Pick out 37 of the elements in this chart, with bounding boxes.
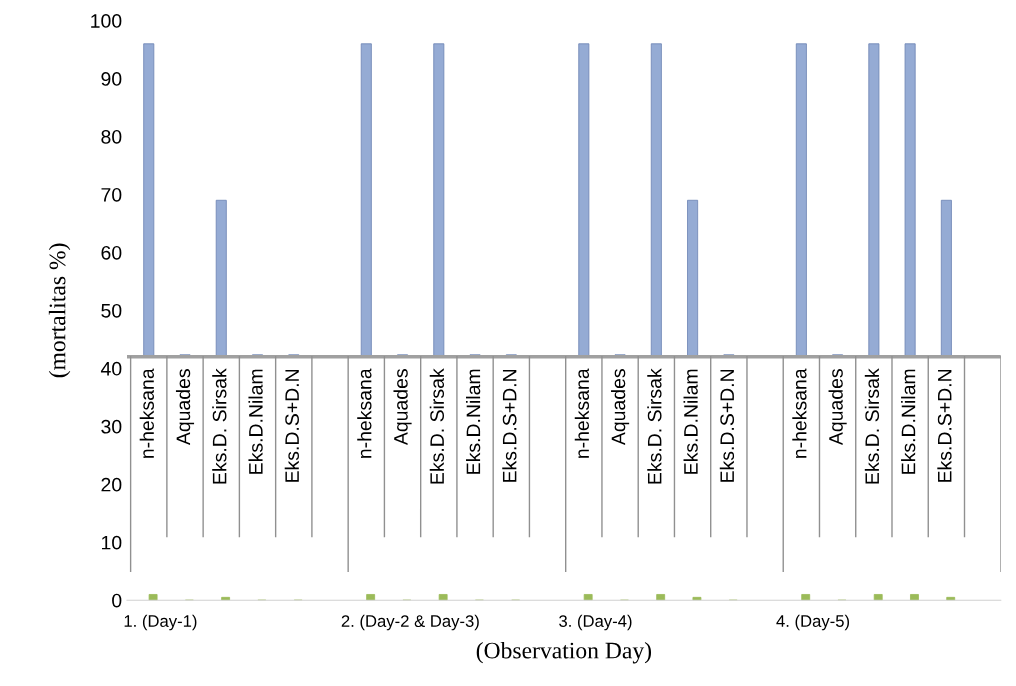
x-tick-label: Eks.D.S+D.N xyxy=(719,369,735,482)
y-tick-label: 90 xyxy=(101,72,122,86)
x-tick-label: Aquades xyxy=(611,369,630,446)
text: 3. (Day-4) xyxy=(559,614,632,631)
y-tick-label: 20 xyxy=(101,477,122,492)
x-tick-label: n-heksana xyxy=(792,368,807,458)
x-tick-label: n-heksana xyxy=(357,368,372,458)
y-tick-label: 30 xyxy=(101,419,122,434)
x-tick-label: n-heksana xyxy=(139,368,154,458)
x-tick-label: Eks.D.Nilam xyxy=(465,369,481,474)
x-axis-title: (Observation Day) xyxy=(476,641,652,664)
x-tick-label: Eks.D. Sirsak xyxy=(429,368,445,484)
y-axis-title: (mortalitas %) xyxy=(48,243,71,378)
x-tick-label: Eks.D.S+D.N xyxy=(502,369,517,482)
y-tick-label: 80 xyxy=(101,129,122,144)
y-tick-label: 40 xyxy=(100,361,122,376)
x-tick-label: Aquades xyxy=(828,369,847,446)
text: 4. (Day-5) xyxy=(776,614,850,631)
x-tick-label: Eks.D.S+D.N xyxy=(284,369,299,482)
text: 2. (Day-2 & Day-3) xyxy=(341,614,479,631)
x-tick-label: Eks.D.Nilam xyxy=(248,369,263,474)
x-tick-label: Eks.D.S+D.N xyxy=(937,369,952,482)
text: 1. (Day-1) xyxy=(124,614,197,631)
x-tick-label: Eks.D.Nilam xyxy=(683,369,698,474)
x-tick-label: Eks.D.Nilam xyxy=(901,369,916,474)
y-tick-label: 70 xyxy=(101,187,122,202)
y-tick-label: 50 xyxy=(101,303,122,318)
x-tick-label: Aquades xyxy=(175,369,195,446)
y-tick-label: 100 xyxy=(91,14,122,28)
x-tick-label: Eks.D. Sirsak xyxy=(212,368,227,484)
x-tick-label: Eks.D. Sirsak xyxy=(647,368,662,484)
y-tick-label: 0 xyxy=(112,593,122,608)
x-tick-label: n-heksana xyxy=(574,368,590,458)
y-tick-label: 10 xyxy=(102,535,122,550)
x-tick-label: Aquades xyxy=(393,369,412,446)
x-tick-label: Eks.D. Sirsak xyxy=(864,368,880,484)
y-tick-label: 60 xyxy=(101,245,122,260)
